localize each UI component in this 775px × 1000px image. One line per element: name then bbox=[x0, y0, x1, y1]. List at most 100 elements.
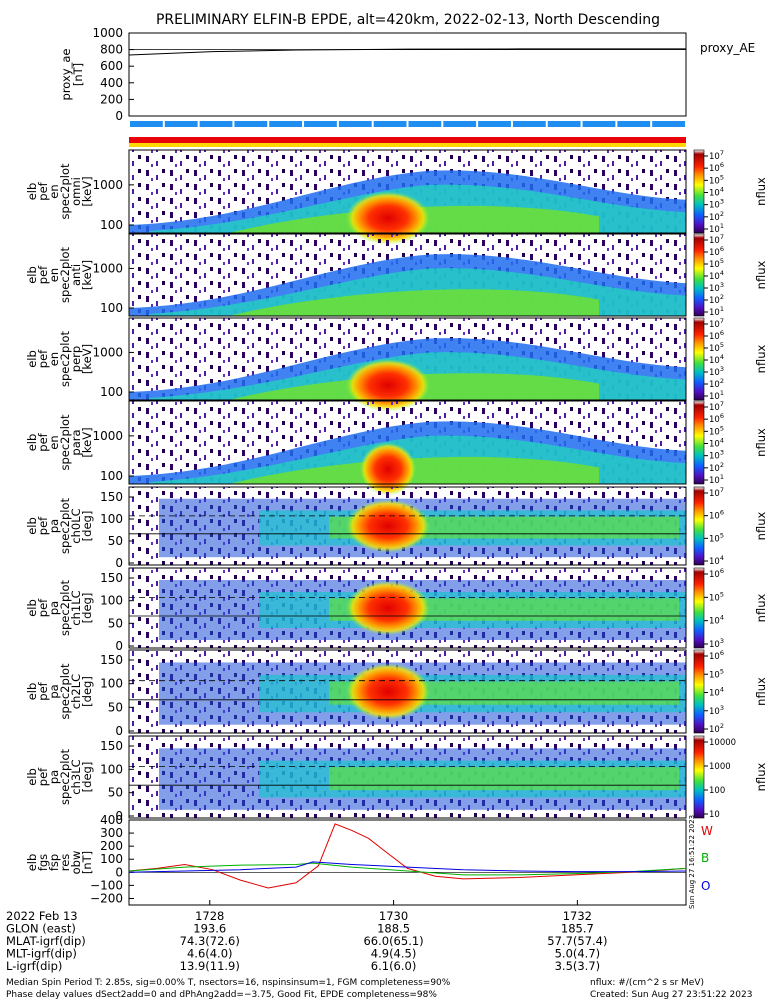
spectrogram-pa-inner bbox=[329, 767, 679, 791]
status-bar-segment bbox=[234, 121, 268, 127]
fgs-ylabel-line: obw bbox=[69, 851, 83, 875]
spectrogram-ylabel-line: ch2LC bbox=[69, 674, 83, 709]
x-row-label: GLON (east) bbox=[6, 922, 76, 936]
footer-left-2: Phase delay values dSect2add=0 and dPhAn… bbox=[6, 990, 437, 1000]
spectrogram-frame bbox=[128, 567, 687, 649]
colorbar bbox=[693, 567, 705, 649]
colorbar-tick-label: 101 bbox=[709, 305, 724, 318]
fgs-ylabel-line: fsp bbox=[47, 854, 61, 871]
colorbar-tick-label: 106 bbox=[709, 412, 724, 425]
fgs-ytick-label: −200 bbox=[90, 891, 123, 905]
spectrogram-ytick-label: 150 bbox=[100, 571, 123, 585]
spectrogram-ylabel-line: en bbox=[47, 352, 61, 366]
spectrogram-ylabel-line: pef bbox=[36, 598, 50, 617]
spectrogram-ytick-label: 0 bbox=[115, 556, 123, 570]
colorbar-tick-label: 103 bbox=[709, 704, 724, 717]
colorbar-tick-label: 107 bbox=[709, 400, 724, 413]
spectrogram-ylabel-line: en bbox=[47, 435, 61, 449]
spectrogram-ylabel-line: pef bbox=[36, 681, 50, 700]
spectrogram-hotspot bbox=[346, 499, 430, 553]
spectrogram-ytick-label: 50 bbox=[108, 534, 123, 548]
spectrogram-ylabel-line: elb bbox=[25, 768, 39, 786]
footer-left-1: Median Spin Period T: 2.85s, sig=0.00% T… bbox=[6, 978, 451, 988]
spectrogram-ylabel-line: para bbox=[69, 429, 83, 455]
spectrogram-ylabel-line: [deg] bbox=[80, 676, 94, 707]
spectrogram-ylabel-line: ch0LC bbox=[69, 508, 83, 543]
x-row-value: 13.9(11.9) bbox=[180, 959, 240, 973]
spectrogram-ytick-label: 1000 bbox=[92, 345, 123, 359]
spectrogram-ylabel-line: pa bbox=[47, 684, 61, 698]
spectrogram-ylabel-line: [keV] bbox=[80, 344, 94, 374]
spectrogram-ylabel-line: en bbox=[47, 184, 61, 198]
colorbar-label: nflux bbox=[754, 428, 768, 457]
spectrogram-panels: 1000100elbpefenspec2plotomni[keV]1071061… bbox=[25, 149, 768, 823]
x-row-value: 66.0(65.1) bbox=[363, 934, 423, 948]
fgs-ytick-label: 300 bbox=[100, 826, 123, 840]
fgs-ytick-label: 400 bbox=[100, 813, 123, 827]
colorbar-label: nflux bbox=[754, 677, 768, 706]
spectrogram-ytick-label: 100 bbox=[100, 677, 123, 691]
proxy-ae-ylabel-line: [nT] bbox=[71, 63, 85, 86]
x-axis-annotation: 2022 Feb 13 1728 1730 1732 GLON (east) 193.6 1… bbox=[6, 900, 607, 973]
fgs-ylabel-line: [nT] bbox=[80, 851, 94, 874]
proxy-ae-legend: proxy_AE bbox=[700, 41, 755, 55]
colorbar-tick-label: 100 bbox=[709, 786, 725, 796]
spectrogram-frame bbox=[128, 149, 687, 234]
status-bar-segment bbox=[338, 121, 372, 127]
fgs-side-timestamp: Sun Aug 27 16:51:22 2023 bbox=[688, 815, 696, 909]
spectrogram-ylabel-line: [keV] bbox=[80, 176, 94, 206]
proxy-ae-frame bbox=[128, 32, 687, 117]
proxy-ae-ytick-label: 600 bbox=[100, 59, 123, 73]
fgs-ylabel-line: elb bbox=[25, 854, 39, 872]
spectrogram-ylabel-line: pef bbox=[36, 349, 50, 368]
colorbar-tick-label: 10 bbox=[709, 810, 720, 820]
fgs-legend-O: O bbox=[701, 879, 710, 893]
spectrogram-ylabel-line: en bbox=[47, 268, 61, 282]
spectrogram-ylabel-line: spec2plot bbox=[58, 246, 72, 303]
spectrogram-ylabel-line: spec2plot bbox=[58, 748, 72, 805]
colorbar-tick-label: 103 bbox=[709, 637, 724, 650]
spectrogram-ytick-label: 1000 bbox=[92, 178, 123, 192]
status-bar-segment bbox=[512, 121, 546, 127]
proxy-ae-ytick-label: 200 bbox=[100, 92, 123, 106]
proxy-ae-panel: 1000 800 600 400 200 0 proxy_AE proxy_ae[nT] bbox=[59, 26, 755, 123]
status-bar-yellow bbox=[129, 143, 686, 147]
status-bar-red bbox=[129, 137, 686, 143]
colorbar-tick-label: 105 bbox=[709, 424, 724, 437]
colorbar-label: nflux bbox=[754, 511, 768, 540]
fgs-ytick-label: 200 bbox=[100, 839, 123, 853]
colorbar-tick-label: 104 bbox=[709, 186, 724, 199]
colorbar-tick-label: 107 bbox=[709, 317, 724, 330]
spectrogram-ylabel-line: elb bbox=[25, 599, 39, 617]
footer-right-1: nflux: #/(cm^2 s sr MeV) bbox=[590, 978, 704, 988]
status-bar-segment bbox=[617, 121, 651, 127]
spectrogram-ylabel-line: pa bbox=[47, 519, 61, 533]
spectrogram-frame bbox=[128, 233, 687, 317]
spectrogram-ylabel-line: [keV] bbox=[80, 427, 94, 457]
spectrogram-hotspot bbox=[346, 580, 430, 636]
colorbar-tick-label: 105 bbox=[709, 173, 724, 186]
spectrogram-ytick-label: 0 bbox=[115, 809, 123, 823]
x-row-value: 6.1(6.0) bbox=[371, 959, 417, 973]
colorbar-label: nflux bbox=[754, 593, 768, 622]
x-row-value: 188.5 bbox=[377, 922, 410, 936]
spectrogram-hotspot bbox=[346, 191, 430, 245]
status-bar-segment bbox=[547, 121, 581, 127]
spectrogram-ytick-label: 50 bbox=[108, 700, 123, 714]
spectrogram-ylabel-line: spec2plot bbox=[58, 330, 72, 387]
colorbar-tick-label: 105 bbox=[709, 257, 724, 270]
colorbar-tick-label: 10000 bbox=[709, 738, 736, 748]
colorbar-tick-label: 101 bbox=[709, 389, 724, 402]
colorbar-tick-label: 106 bbox=[709, 567, 724, 580]
colorbar-tick-label: 106 bbox=[709, 245, 724, 258]
fgs-series-B bbox=[128, 862, 687, 876]
x-row-value: 74.3(72.6) bbox=[180, 934, 240, 948]
